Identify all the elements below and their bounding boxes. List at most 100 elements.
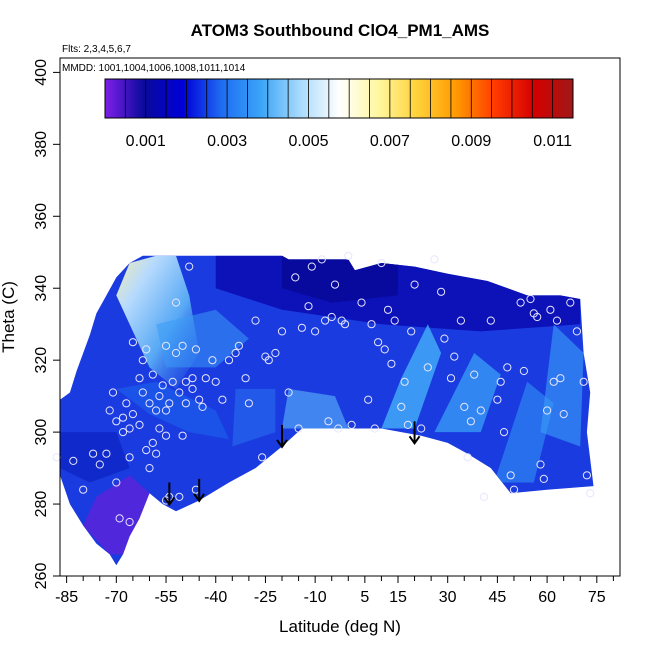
y-tick-label: 300 [33,419,50,446]
sample-marker [397,402,406,411]
sample-marker [370,424,379,433]
sample-marker [437,287,446,296]
sample-marker [152,406,161,415]
sample-marker [536,460,545,469]
sample-marker [327,312,336,322]
sample-marker [251,316,260,325]
dates-note: MMDD: 1001,1004,1006,1008,1011,1014 [62,63,246,74]
sample-marker [572,327,582,336]
sample-marker [509,485,519,494]
sample-marker [294,424,303,433]
sample-marker [430,255,439,264]
sample-marker [135,374,144,383]
sample-marker [357,298,366,307]
x-tick-label: 60 [538,589,556,606]
sample-marker [526,294,535,304]
arrow-marker [163,482,176,507]
sample-marker [264,356,273,365]
sample-marker [364,395,373,404]
sample-marker [178,431,187,440]
sample-marker [543,406,552,415]
sample-marker [138,388,147,397]
sample-marker [440,334,449,343]
field-patch-violet [83,475,150,555]
sample-marker [304,302,313,311]
sample-marker [271,348,280,358]
x-tick-label: -85 [55,589,78,606]
sample-marker [102,449,111,458]
sample-marker [377,258,386,268]
sample-marker [218,395,227,404]
sample-marker [552,316,562,325]
sample-marker [387,359,396,368]
x-tick-label: -55 [154,589,177,606]
sample-marker [284,388,293,397]
sample-marker [486,316,495,325]
y-tick-label: 320 [33,347,50,374]
chart-title: ATOM3 Southbound ClO4_PM1_AMS [191,21,490,40]
sample-marker [188,384,197,393]
colorbar-bar [104,78,574,119]
sample-marker [161,431,171,440]
y-tick-label: 260 [33,563,50,590]
sample-marker [334,424,343,433]
sample-marker [403,420,412,429]
sample-marker [324,417,333,426]
sample-marker [480,492,489,501]
x-tick-label: -25 [254,589,277,606]
sample-marker [330,280,340,289]
sample-marker [533,312,542,322]
x-tick-label: -70 [105,589,128,606]
sample-marker [423,363,432,372]
sample-marker [466,417,475,426]
y-tick-label: 380 [33,131,50,158]
arrow-markers [163,421,421,507]
arrow-marker [276,424,288,449]
sample-marker [374,338,383,347]
field-patch-mid-2 [232,388,276,447]
sample-marker [208,356,217,365]
sample-marker [321,316,330,325]
sample-marker [168,377,177,386]
sample-marker [307,262,316,271]
sample-marker [450,352,459,361]
sample-marker [556,374,565,383]
sample-marker [155,424,164,433]
sample-marker [367,320,376,329]
y-axis-label: Theta (C) [0,281,18,353]
sample-marker [380,345,389,354]
sample-marker [244,399,253,408]
sample-marker [115,514,124,523]
sample-marker [277,327,287,336]
sample-marker [52,453,61,462]
sample-marker [211,377,220,386]
sample-marker [383,305,393,314]
field-patch-streak-4 [540,324,584,447]
sample-marker [142,446,151,455]
sample-marker [158,381,167,390]
sample-marker [410,280,419,289]
sample-marker [138,356,147,365]
sample-marker [340,320,350,329]
sample-marker [503,363,512,372]
arrow-marker [193,478,205,503]
sample-marker [579,377,588,386]
colorbar-tick-label: 0.003 [207,133,247,150]
sample-marker [241,374,250,383]
sample-marker [118,428,128,437]
field-patch-eq-low [282,388,349,429]
sample-marker [181,399,190,408]
field-patch-streak-1 [381,324,442,429]
sample-marker [95,460,104,469]
x-tick-label: -40 [204,589,227,606]
sample-marker [493,395,502,404]
sample-marker [175,388,184,397]
sample-marker [582,471,592,480]
sample-marker [145,464,154,473]
sample-marker [145,399,154,408]
sample-marker [161,406,171,415]
y-tick-label: 400 [33,59,50,86]
sample-marker [311,327,320,336]
sample-marker [446,374,456,383]
y-tick-label: 280 [33,491,50,518]
